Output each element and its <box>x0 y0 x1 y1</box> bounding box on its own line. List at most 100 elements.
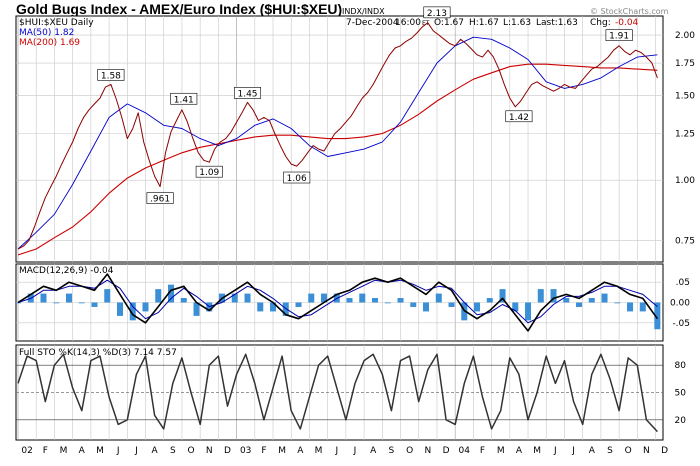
x-tick-label: J <box>134 446 138 456</box>
quote-time: 16:00 <box>395 18 421 28</box>
x-tick-label: S <box>170 446 176 456</box>
sto-y-tick: 80 <box>675 361 687 371</box>
x-tick-label: D <box>443 446 450 456</box>
macd-hist-bar <box>525 302 532 321</box>
macd-hist-bar <box>563 298 570 303</box>
macd-hist-bar <box>78 302 85 304</box>
peak-label-box <box>505 110 533 123</box>
x-tick-label: 02 <box>21 446 32 456</box>
x-tick-label: J <box>334 446 338 456</box>
price-y-tick: 2.00 <box>675 31 695 41</box>
peak-label: 1.91 <box>609 32 629 42</box>
signal-line <box>17 279 658 324</box>
x-axis: 02 F M A M J J A S O N D 03 F M A M J J A S O N D 04 F M A M J J A S O N D <box>21 446 668 456</box>
price-line <box>17 22 658 250</box>
macd-hist-bar <box>129 302 136 321</box>
x-tick-label: S <box>389 446 395 456</box>
macd-hist-bar <box>155 289 162 303</box>
peak-label-box <box>234 87 262 99</box>
price-y-axis: 2.00 1.75 1.50 1.25 1.00 0.75 <box>675 31 695 246</box>
ma50-legend: MA(50) 1.82 <box>19 28 74 38</box>
macd-y-tick: -.05 <box>672 319 690 329</box>
x-tick-label: M <box>533 446 541 456</box>
chart-title: Gold Bugs Index - AMEX/Euro Index ($HUI:… <box>16 1 342 17</box>
quote-last: Last:1.63 <box>536 18 578 28</box>
macd-hist-bar <box>448 302 455 307</box>
x-tick-label: O <box>187 446 194 456</box>
x-tick-label: 04 <box>459 446 471 456</box>
x-tick-label: A <box>370 446 377 456</box>
peak-label: 2.13 <box>427 9 447 19</box>
peak-label-box <box>423 6 451 19</box>
peak-label: 1.41 <box>174 95 194 105</box>
ma200-line <box>17 63 658 256</box>
sto-label: Full STO %K(14,3) %D(3) 7.14 7.57 <box>19 348 177 358</box>
macd-hist-bar <box>321 293 328 303</box>
x-tick-label: J <box>116 446 120 456</box>
x-tick-label: A <box>79 446 86 456</box>
macd-hist-bar <box>308 293 315 303</box>
macd-hist-bar <box>66 293 73 303</box>
x-tick-label: J <box>571 446 575 456</box>
macd-hist-bar <box>270 302 277 312</box>
macd-hist-bar <box>282 302 289 316</box>
macd-hist-bar <box>257 302 264 312</box>
x-tick-label: O <box>406 446 413 456</box>
macd-hist-bar <box>499 289 506 303</box>
price-lines <box>17 22 658 256</box>
macd-hist-bar <box>588 298 595 303</box>
macd-hist-bar <box>40 293 47 303</box>
macd-line <box>17 273 659 332</box>
quote-open: O:1.67 <box>434 18 464 28</box>
ma200-legend: MA(200) 1.69 <box>19 38 80 48</box>
quote-date: 7-Dec-2004 <box>346 18 399 28</box>
x-tick-label: D <box>661 446 668 456</box>
quote-tz: ET <box>422 20 430 27</box>
sto-lines <box>17 353 658 433</box>
x-tick-label: S <box>607 446 613 456</box>
macd-hist-bar <box>423 302 430 312</box>
x-tick-label: O <box>625 446 632 456</box>
quote-chg-label: Chg: <box>590 18 611 28</box>
x-tick-label: F <box>480 446 485 456</box>
macd-hist-bar <box>486 298 493 303</box>
peak-label: 1.06 <box>287 174 307 184</box>
macd-hist-bar <box>384 302 391 304</box>
macd-hist-bar <box>117 302 124 316</box>
price-y-tick: 1.50 <box>675 91 695 101</box>
x-tick-label: D <box>224 446 231 456</box>
peak-label: 1.45 <box>237 89 257 99</box>
peak-label: 1.42 <box>509 113 529 123</box>
x-tick-label: M <box>278 446 286 456</box>
x-tick-label: F <box>43 446 48 456</box>
quote-chg-value: -0.04 <box>615 18 639 28</box>
quote-high: H:1.67 <box>469 18 499 28</box>
x-tick-label: M <box>497 446 505 456</box>
macd-hist-bar <box>15 302 21 304</box>
macd-hist-bar <box>244 293 251 303</box>
x-tick-label: A <box>516 446 523 456</box>
macd-y-axis: .05 0.00 -.05 <box>670 278 690 329</box>
macd-hist-bar <box>614 302 621 304</box>
symbol-label: $HUI:$XEU Daily <box>19 18 94 28</box>
sto-y-tick: 20 <box>675 416 687 426</box>
macd-hist-bar <box>346 298 353 303</box>
x-tick-label: M <box>60 446 68 456</box>
sto-line <box>17 353 658 433</box>
x-tick-label: M <box>96 446 104 456</box>
macd-hist-bar <box>372 298 379 303</box>
watermark: © StockCharts.com <box>590 7 669 16</box>
macd-y-tick: .05 <box>676 278 690 288</box>
price-y-tick: 1.00 <box>675 176 695 186</box>
price-y-tick: 0.75 <box>675 236 695 246</box>
price-peak-labels: 1.58 .961 1.41 1.09 1.45 1.06 2.13 1.42 1.91 <box>97 6 633 205</box>
price-y-tick: 1.75 <box>675 59 695 69</box>
peak-label-box <box>97 69 125 81</box>
x-tick-label: N <box>206 446 213 456</box>
macd-hist-bar <box>53 302 60 304</box>
sto-y-axis: 80 50 20 <box>675 361 687 426</box>
peak-label-box <box>283 171 311 184</box>
macd-hist-bar <box>142 302 149 312</box>
